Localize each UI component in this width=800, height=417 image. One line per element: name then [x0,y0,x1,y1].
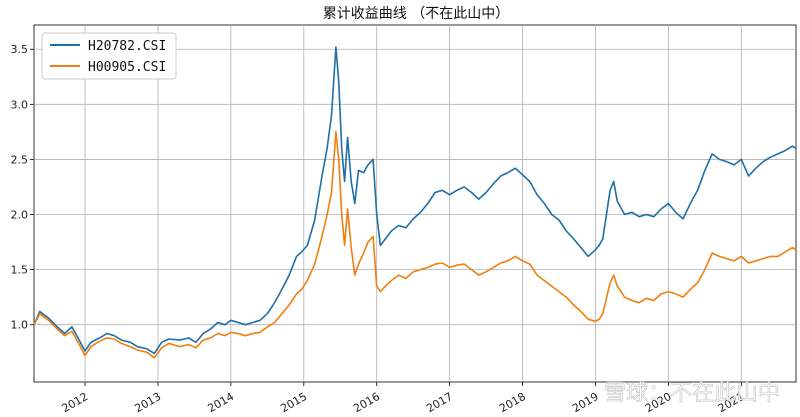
watermark: 雪球：不在此山中 [604,381,780,406]
legend: H20782.CSI H00905.CSI [41,32,177,80]
x-tick-label: 2016 [351,390,382,415]
x-tick-label: 2014 [205,390,236,415]
series-line-h20782-csi [33,46,797,355]
x-tick-label: 2015 [278,390,309,415]
x-tick-label: 2018 [497,390,528,415]
x-tick-label: 2013 [133,390,164,415]
series-line-h00905-csi [33,131,797,359]
y-tick-label: 1.0 [11,319,29,332]
chart-title: 累计收益曲线 （不在此山中） [323,6,509,22]
y-tick-label: 1.5 [11,264,29,277]
x-tick-label: 2019 [570,390,601,415]
y-tick-label: 2.0 [11,209,29,222]
x-tick-label: 2012 [60,390,91,415]
x-tick-label: 2017 [424,390,455,415]
y-axis: 1.0 1.5 2.0 2.5 3.0 3.5 [11,43,34,332]
plot-frame [33,24,797,383]
y-tick-label: 2.5 [11,153,29,166]
legend-label: H00905.CSI [88,60,166,75]
series-lines [33,46,797,359]
y-tick-label: 3.5 [11,43,29,56]
y-tick-label: 3.0 [11,98,29,111]
legend-label: H20782.CSI [88,39,166,54]
